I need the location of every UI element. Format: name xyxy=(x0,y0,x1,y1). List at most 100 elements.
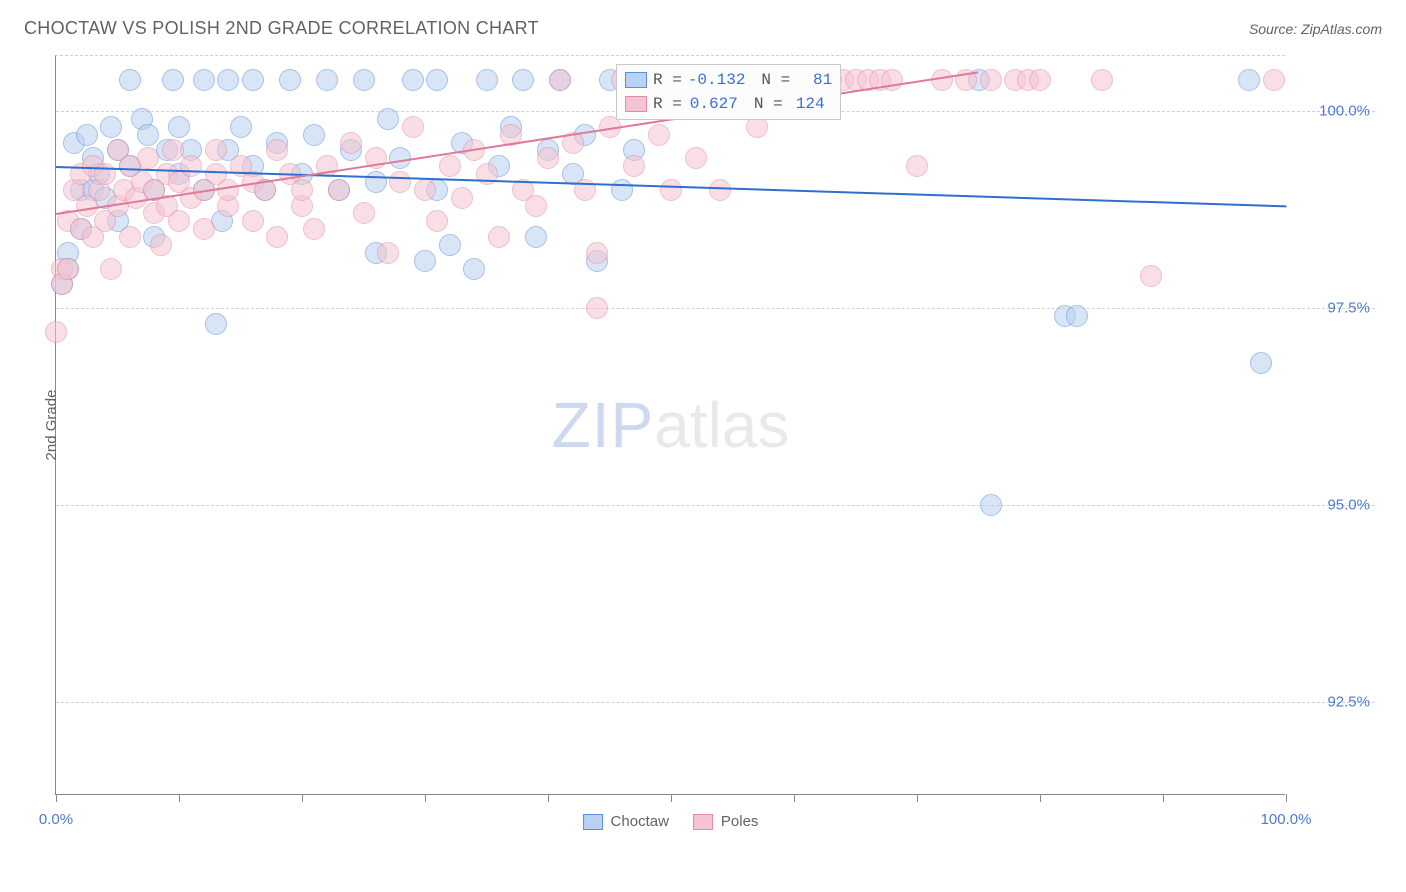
x-tick xyxy=(548,794,549,802)
data-point xyxy=(414,250,436,272)
data-point xyxy=(279,69,301,91)
data-point xyxy=(100,116,122,138)
data-point xyxy=(980,494,1002,516)
data-point xyxy=(205,313,227,335)
data-point xyxy=(980,69,1002,91)
data-point xyxy=(162,139,184,161)
data-point xyxy=(1250,352,1272,374)
legend-label-choctaw: Choctaw xyxy=(611,813,669,830)
data-point xyxy=(537,147,559,169)
legend-item-poles: Poles xyxy=(693,813,759,830)
plot-area: 2nd Grade ZIPatlas Choctaw Poles 92.5%95… xyxy=(55,55,1285,795)
data-point xyxy=(402,116,424,138)
x-tick xyxy=(1040,794,1041,802)
data-point xyxy=(168,210,190,232)
data-point xyxy=(291,179,313,201)
y-tick-label: 100.0% xyxy=(1319,103,1370,120)
x-tick xyxy=(302,794,303,802)
stat-r-value: -0.132 xyxy=(688,71,746,89)
grid-line xyxy=(56,702,1375,703)
watermark: ZIPatlas xyxy=(552,388,790,462)
x-tick-label: 0.0% xyxy=(39,811,73,828)
x-tick xyxy=(1163,794,1164,802)
watermark-zip: ZIP xyxy=(552,389,655,461)
legend-label-poles: Poles xyxy=(721,813,759,830)
chart-title: CHOCTAW VS POLISH 2ND GRADE CORRELATION … xyxy=(24,18,539,39)
data-point xyxy=(162,69,184,91)
data-point xyxy=(389,171,411,193)
legend-item-choctaw: Choctaw xyxy=(583,813,669,830)
data-point xyxy=(377,242,399,264)
data-point xyxy=(316,69,338,91)
data-point xyxy=(1140,265,1162,287)
stat-n-label: N = xyxy=(754,95,783,113)
data-point xyxy=(525,195,547,217)
data-point xyxy=(1091,69,1113,91)
stat-r-label: R = xyxy=(653,95,682,113)
data-point xyxy=(623,155,645,177)
data-point xyxy=(303,124,325,146)
data-point xyxy=(168,116,190,138)
data-point xyxy=(611,179,633,201)
data-point xyxy=(685,147,707,169)
data-point xyxy=(137,147,159,169)
data-point xyxy=(119,69,141,91)
x-tick xyxy=(1286,794,1287,802)
data-point xyxy=(57,258,79,280)
data-point xyxy=(100,258,122,280)
data-point xyxy=(193,69,215,91)
data-point xyxy=(1029,69,1051,91)
data-point xyxy=(476,69,498,91)
x-tick-label: 100.0% xyxy=(1261,811,1312,828)
data-point xyxy=(76,124,98,146)
legend-swatch-poles xyxy=(693,814,713,830)
data-point xyxy=(45,321,67,343)
data-point xyxy=(266,139,288,161)
stats-row: R = 0.627 N = 124 xyxy=(625,92,832,116)
x-tick xyxy=(671,794,672,802)
data-point xyxy=(1066,305,1088,327)
y-tick-label: 95.0% xyxy=(1327,496,1370,513)
data-point xyxy=(1238,69,1260,91)
data-point xyxy=(1263,69,1285,91)
x-tick xyxy=(56,794,57,802)
stat-n-value: 124 xyxy=(789,95,825,113)
grid-line xyxy=(56,308,1375,309)
data-point xyxy=(340,132,362,154)
data-point xyxy=(377,108,399,130)
stat-swatch xyxy=(625,96,647,112)
data-point xyxy=(365,171,387,193)
data-point xyxy=(648,124,670,146)
data-point xyxy=(193,218,215,240)
data-point xyxy=(439,234,461,256)
y-tick-label: 92.5% xyxy=(1327,693,1370,710)
stats-box: R = -0.132 N = 81 R = 0.627 N = 124 xyxy=(616,64,841,120)
stat-n-value: 81 xyxy=(796,71,832,89)
data-point xyxy=(230,116,252,138)
stat-r-value: 0.627 xyxy=(688,95,738,113)
stats-row: R =-0.132N =81 xyxy=(625,68,832,92)
data-point xyxy=(414,179,436,201)
data-point xyxy=(586,297,608,319)
data-point xyxy=(180,155,202,177)
data-point xyxy=(242,69,264,91)
data-point xyxy=(439,155,461,177)
x-tick xyxy=(917,794,918,802)
data-point xyxy=(266,226,288,248)
data-point xyxy=(426,210,448,232)
data-point xyxy=(303,218,325,240)
y-axis-label: 2nd Grade xyxy=(43,390,60,461)
data-point xyxy=(906,155,928,177)
x-tick xyxy=(425,794,426,802)
data-point xyxy=(242,210,264,232)
data-point xyxy=(709,179,731,201)
data-point xyxy=(150,234,172,256)
grid-line xyxy=(56,505,1375,506)
data-point xyxy=(119,226,141,248)
data-point xyxy=(328,179,350,201)
data-point xyxy=(512,69,534,91)
data-point xyxy=(525,226,547,248)
stat-r-label: R = xyxy=(653,71,682,89)
trend-line xyxy=(56,166,1286,207)
data-point xyxy=(488,226,510,248)
